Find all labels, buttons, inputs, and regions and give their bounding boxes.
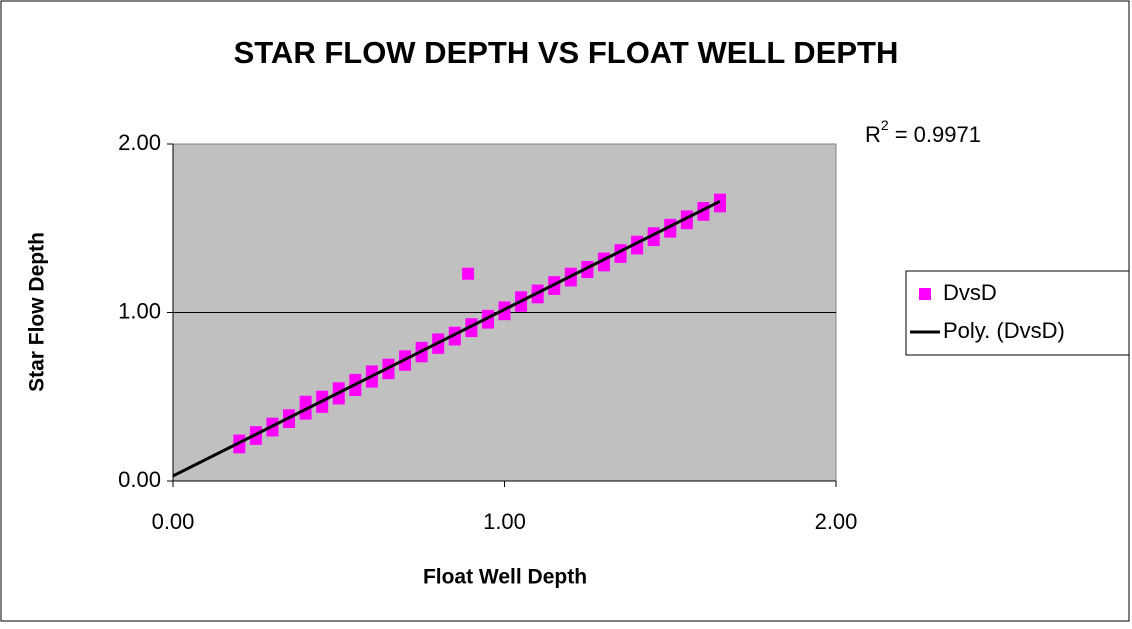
r2-annotation: R2 = 0.9971 [865,117,981,147]
legend-marker [919,288,931,300]
trend-line [172,199,721,478]
y-tick-label: 1.00 [118,298,161,323]
x-tick-label: 2.00 [815,509,858,534]
y-tick-label: 0.00 [118,467,161,492]
r2-value: = 0.9971 [895,122,981,147]
y-axis-label: Star Flow Depth [26,232,49,392]
y-tick-label: 2.00 [118,130,161,155]
scatter-point [462,267,475,280]
scatter-point [299,395,312,408]
legend-label: Poly. (DvsD) [943,318,1065,343]
r2-sup: 2 [881,117,889,133]
x-tick-label: 1.00 [483,509,526,534]
x-axis-label: Float Well Depth [423,566,587,589]
r2-text: R [865,122,881,147]
legend-box [905,270,1130,356]
chart-title: STAR FLOW DEPTH VS FLOAT WELL DEPTH [234,35,899,70]
x-tick-label: 0.00 [152,509,195,534]
legend-label: DvsD [943,280,997,305]
